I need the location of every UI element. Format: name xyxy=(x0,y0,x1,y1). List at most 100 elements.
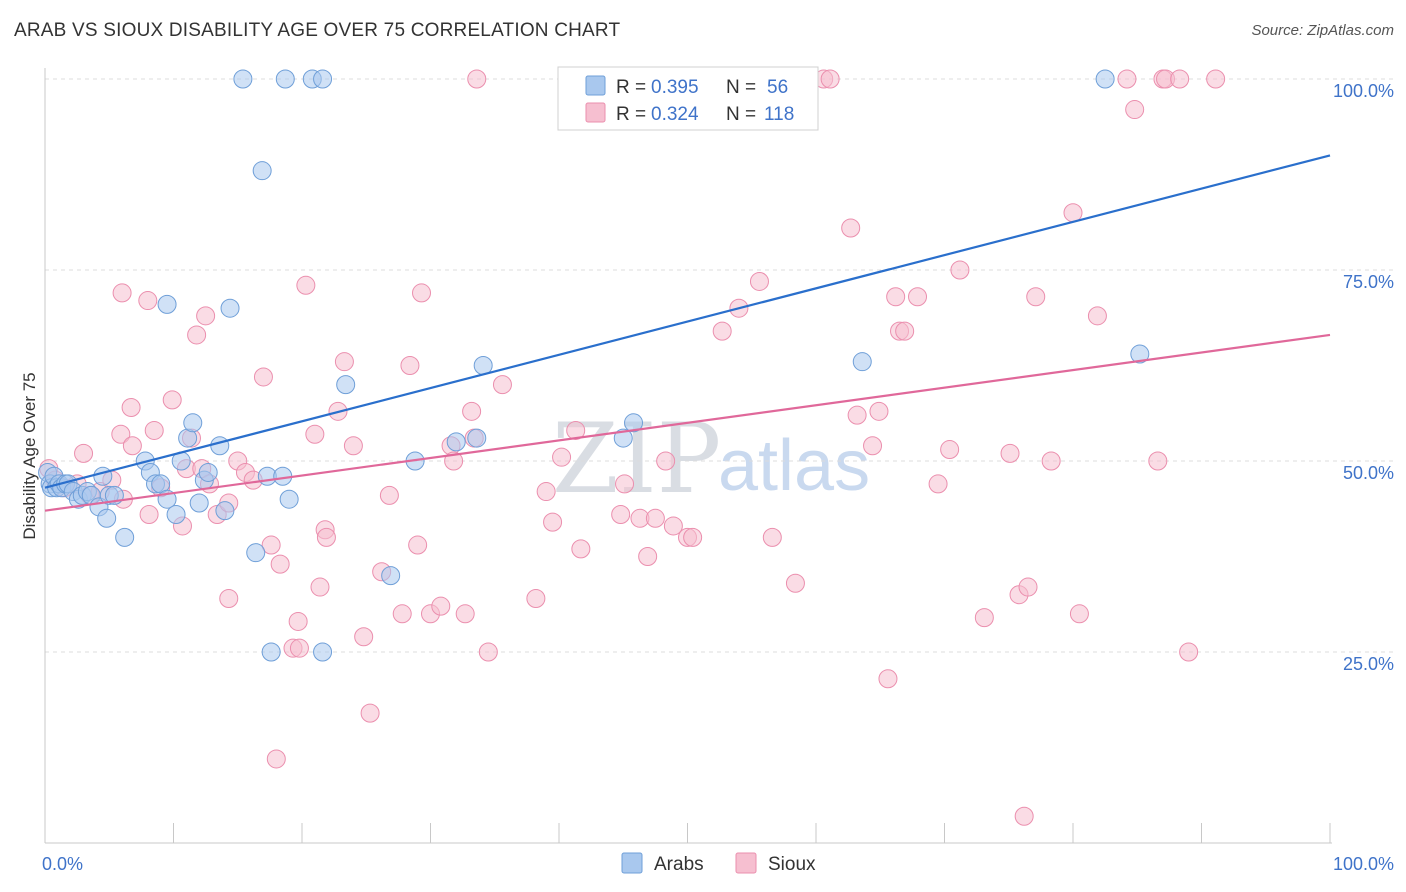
arabs-point-31 xyxy=(198,462,218,482)
sioux-point-40 xyxy=(360,703,380,723)
arabs-trend-line xyxy=(44,154,1331,489)
sioux-point-112 xyxy=(196,306,216,326)
y-tick-labels: 25.0% 50.0% 75.0% 100.0% xyxy=(1333,81,1394,674)
arabs-point-35 xyxy=(157,294,177,314)
sioux-point-116 xyxy=(289,638,309,658)
arabs-point-25 xyxy=(166,504,186,524)
sioux-point-27 xyxy=(261,535,281,555)
bottom-legend-label-sioux: Sioux xyxy=(768,854,816,875)
sioux-point-26 xyxy=(253,367,273,387)
chart-title: ARAB VS SIOUX DISABILITY AGE OVER 75 COR… xyxy=(14,20,621,41)
sioux-point-71 xyxy=(683,527,703,547)
sioux-point-69 xyxy=(663,516,683,536)
sioux-point-46 xyxy=(412,283,432,303)
sioux-point-10 xyxy=(122,436,142,456)
axes xyxy=(44,68,1332,844)
arabs-point-33 xyxy=(215,501,235,521)
sioux-point-88 xyxy=(908,287,928,307)
arabs-point-56 xyxy=(313,69,333,89)
sioux-point-57 xyxy=(526,589,546,609)
sioux-point-38 xyxy=(343,436,363,456)
sioux-point-62 xyxy=(571,539,591,559)
arabs-point-15 xyxy=(93,466,113,486)
sioux-point-82 xyxy=(863,436,883,456)
bottom-legend-swatch-arabs xyxy=(621,852,643,874)
sioux-point-114 xyxy=(219,589,239,609)
sioux-point-84 xyxy=(878,669,898,689)
sioux-point-110 xyxy=(138,291,158,311)
sioux-point-103 xyxy=(1148,451,1168,471)
arabs-point-18 xyxy=(97,508,117,528)
legend-n-label-arabs: N = xyxy=(726,77,761,98)
sioux-point-8 xyxy=(74,443,94,463)
arabs-point-32 xyxy=(210,436,230,456)
arabs-point-44 xyxy=(381,566,401,586)
arabs-point-51 xyxy=(852,352,872,372)
sioux-point-11 xyxy=(121,398,141,418)
bottom-legend-swatch-sioux xyxy=(735,852,757,874)
bottom-legend: Arabs Sioux xyxy=(621,852,816,875)
sioux-point-42 xyxy=(379,485,399,505)
sioux-point-66 xyxy=(638,547,658,566)
sioux-point-85 xyxy=(886,287,906,307)
sioux-point-33 xyxy=(310,577,330,597)
arabs-points xyxy=(38,69,1150,662)
arabs-point-47 xyxy=(467,428,487,448)
arabs-point-37 xyxy=(252,161,272,181)
arabs-point-41 xyxy=(279,489,299,509)
sioux-point-31 xyxy=(296,275,316,295)
legend-n-value-arabs: 56 xyxy=(767,77,788,98)
y-tick-label-25: 25.0% xyxy=(1343,654,1394,674)
sioux-point-97 xyxy=(1041,451,1061,471)
sioux-point-111 xyxy=(187,325,207,345)
sioux-point-44 xyxy=(400,356,420,375)
sioux-point-55 xyxy=(478,642,498,662)
trend-lines xyxy=(44,154,1331,512)
arabs-point-36 xyxy=(246,543,266,563)
x-tick-label-max: 100.0% xyxy=(1333,854,1394,874)
sioux-point-92 xyxy=(974,608,994,628)
sioux-point-63 xyxy=(611,504,631,524)
y-tick-label-50: 50.0% xyxy=(1343,463,1394,483)
sioux-point-13 xyxy=(144,420,164,440)
sioux-point-90 xyxy=(940,440,960,460)
sioux-point-60 xyxy=(552,447,572,467)
legend-n-label-sioux: N = xyxy=(726,104,761,125)
sioux-point-35 xyxy=(316,527,336,547)
arabs-point-42 xyxy=(313,642,333,662)
sioux-point-107 xyxy=(1179,642,1199,662)
sioux-point-100 xyxy=(1087,306,1107,326)
arabs-point-53 xyxy=(233,69,253,89)
sioux-point-43 xyxy=(392,604,412,624)
y-tick-label-100: 100.0% xyxy=(1333,81,1394,101)
arabs-point-54 xyxy=(275,69,295,89)
legend-swatch-arabs xyxy=(585,75,606,96)
arabs-point-29 xyxy=(189,493,209,513)
sioux-point-76 xyxy=(785,573,805,593)
sioux-point-52 xyxy=(462,401,482,421)
sioux-point-39 xyxy=(354,627,374,647)
gridlines xyxy=(45,78,1395,653)
sioux-point-64 xyxy=(615,474,635,494)
arabs-point-28 xyxy=(183,413,203,433)
sioux-point-68 xyxy=(656,451,676,471)
sioux-point-37 xyxy=(334,352,354,372)
sioux-point-15 xyxy=(162,390,182,410)
y-tick-label-75: 75.0% xyxy=(1343,272,1394,292)
sioux-point-102 xyxy=(1125,100,1145,120)
arabs-point-50 xyxy=(624,413,644,433)
sioux-point-95 xyxy=(1018,577,1038,597)
legend-swatch-sioux xyxy=(585,102,606,123)
sioux-point-51 xyxy=(455,604,475,624)
sioux-point-58 xyxy=(536,482,556,502)
sioux-point-72 xyxy=(712,321,732,341)
sioux-point-9 xyxy=(111,424,131,444)
arabs-point-39 xyxy=(261,642,281,662)
sioux-point-12 xyxy=(139,504,159,524)
legend-r-value-arabs: 0.395 xyxy=(651,77,699,98)
sioux-point-93 xyxy=(1000,443,1020,463)
sioux-point-81 xyxy=(847,405,867,425)
arabs-point-46 xyxy=(446,432,466,452)
sioux-point-98 xyxy=(1063,203,1083,223)
sioux-point-45 xyxy=(408,535,428,555)
